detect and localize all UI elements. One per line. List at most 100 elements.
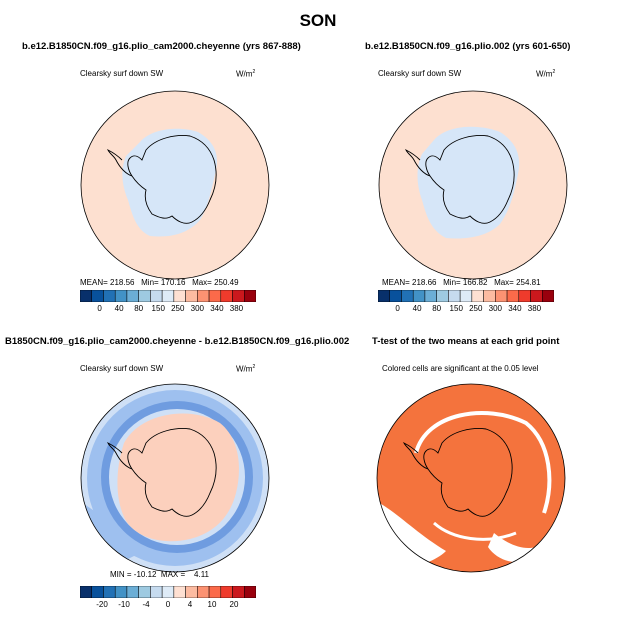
panel1-stats: MEAN= 218.56 Min= 170.16 Max= 250.49 [80,278,239,287]
panel1-title: b.e12.B1850CN.f09_g16.plio_cam2000.cheye… [22,41,301,52]
panel1-colorbar-swatch [208,290,222,302]
panel3-colorbar-swatch [185,586,198,598]
panel3-map [80,383,270,573]
panel3-colorbar-swatch [91,586,104,598]
panel3-pink-region [117,413,239,542]
panel2-colorbar [378,290,554,302]
panel3-colorbar-swatch [220,586,233,598]
panel2-colorbar-swatch [471,290,484,302]
panel3-colorbar-swatch [80,586,92,598]
panel1-colorbar-labels: 0 40 80 150 250 300 340 380 [80,304,256,316]
panel1-colorbar-swatch [80,290,92,302]
panel2-colorbar-swatch [378,290,390,302]
panel1-polar-low-region [122,128,218,237]
panel3-colorbar-swatch [173,586,186,598]
panel1-colorbar-tick-label: 80 [134,304,144,313]
panel1-colorbar-tick-label: 40 [114,304,124,313]
panel3-peninsula [106,441,133,470]
panel1-colorbar-tick-label: 150 [151,304,165,313]
panel1-colorbar-swatch [91,290,104,302]
panel2-colorbar-tick-label: 0 [395,304,400,313]
panel3-colorbar-swatch [114,586,128,598]
panel2-colorbar-swatch [518,290,531,302]
panel4-subtitle: Colored cells are significant at the 0.0… [382,364,539,373]
panel2-colorbar-swatch [542,290,554,302]
panel4-title: T-test of the two means at each grid poi… [372,336,560,347]
panel2-map [378,90,568,280]
panel1-colorbar-swatch [244,290,256,302]
panel1-colorbar-swatch [138,290,151,302]
panel1-colorbar-swatch [150,290,163,302]
panel3-title: B1850CN.f09_g16.plio_cam2000.cheyenne - … [5,336,350,347]
panel1-colorbar-swatch [232,290,245,302]
panel4-antarctica-coastline [423,428,513,517]
panel3-colorbar-tick-label: 20 [229,600,239,609]
panel3-colorbar-tick-label: -4 [142,600,150,609]
panel3-stats: MIN = -10.12 MAX = 4.11 [110,570,210,579]
panel4-white-arc-outer [414,411,552,514]
panel2-colorbar-labels: 0 40 80 150 250 300 340 380 [378,304,554,316]
panel2-colorbar-tick-label: 380 [527,304,542,313]
panel3-colorbar-swatch [138,586,151,598]
panel4-white-arc-inner [433,521,517,541]
panel3-colorbar-labels: -20 -10 -4 0 4 10 20 [80,600,256,612]
panel1-antarctica-coastline [127,135,217,224]
panel3-colorbar-swatch [126,586,139,598]
panel3-colorbar-swatch [208,586,222,598]
panel2-colorbar-tick-label: 150 [449,304,463,313]
panel2-antarctica-coastline [425,135,515,224]
panel2-colorbar-tick-label: 40 [412,304,422,313]
panel3-colorbar-swatch [244,586,256,598]
panel2-colorbar-tick-label: 250 [469,304,483,313]
page-title: SON [299,11,337,30]
panel1-colorbar-swatch [161,290,175,302]
panel3-colorbar-tick-label: 4 [187,600,193,609]
panel3-units: W/m2 [236,364,256,374]
panel1-colorbar-tick-label: 380 [229,304,244,313]
panel2-title: b.e12.B1850CN.f09_g16.plio.002 (yrs 601-… [365,41,571,52]
panel2-colorbar-swatch [495,290,508,302]
panel2-variable: Clearsky surf down SW [378,69,462,78]
panel3-colorbar-tick-label: -10 [118,600,130,609]
panel2-peninsula [404,148,431,177]
panel3-colorbar-tick-label: -20 [96,600,108,609]
panel1-colorbar-swatch [114,290,128,302]
panel1-colorbar-swatch [173,290,186,302]
panel2-colorbar-swatch [412,290,426,302]
panel1-variable: Clearsky surf down SW [80,69,164,78]
panel1-colorbar-swatch [185,290,198,302]
panel1-units: W/m2 [236,69,256,79]
panel2-colorbar-swatch [506,290,520,302]
panel1-colorbar [80,290,256,302]
panel1-map [80,90,270,280]
panel3-colorbar-swatch [197,586,210,598]
panel1-colorbar-tick-label: 340 [210,304,224,313]
panel3-colorbar-tick-label: 10 [207,600,217,609]
panel2-colorbar-swatch [530,290,543,302]
panel3-colorbar-swatch [103,586,116,598]
panel2-stats: MEAN= 218.66 Min= 166.82 Max= 254.81 [382,278,541,287]
panel2-colorbar-swatch [459,290,473,302]
panel2-colorbar-tick-label: 300 [488,304,503,313]
panel4-white-patch-lower-right [488,533,536,563]
panel1-peninsula [106,148,133,177]
panel1-colorbar-swatch [220,290,233,302]
panel2-colorbar-swatch [483,290,496,302]
panel4-map [376,383,566,573]
panel1-colorbar-swatch [197,290,210,302]
panel4-peninsula [402,441,429,470]
panel3-variable: Clearsky surf down SW [80,364,164,373]
panel3-colorbar-tick-label: 0 [165,600,171,609]
panel2-units: W/m2 [536,69,556,79]
panel2-colorbar-swatch [401,290,414,302]
panel3-colorbar [80,586,256,598]
panel2-colorbar-swatch [436,290,449,302]
panel1-colorbar-tick-label: 0 [97,304,102,313]
panel2-colorbar-swatch [448,290,461,302]
panel3-colorbar-swatch [150,586,163,598]
panel1-colorbar-swatch [126,290,139,302]
panel3-antarctica-coastline [127,428,217,517]
panel2-colorbar-swatch [389,290,402,302]
panel1-colorbar-tick-label: 300 [190,304,205,313]
panel2-colorbar-tick-label: 340 [508,304,522,313]
